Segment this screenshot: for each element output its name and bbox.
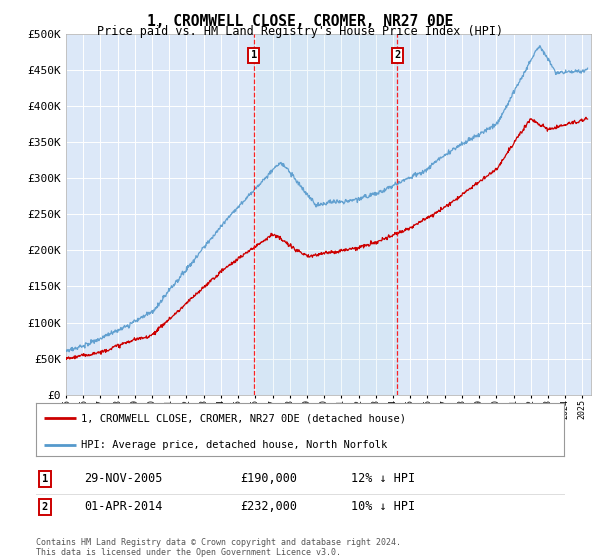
Text: 12% ↓ HPI: 12% ↓ HPI [351, 472, 415, 486]
Text: Contains HM Land Registry data © Crown copyright and database right 2024.
This d: Contains HM Land Registry data © Crown c… [36, 538, 401, 557]
Text: 1: 1 [42, 474, 48, 484]
Text: Price paid vs. HM Land Registry's House Price Index (HPI): Price paid vs. HM Land Registry's House … [97, 25, 503, 38]
Text: 2: 2 [394, 50, 400, 60]
Text: 1, CROMWELL CLOSE, CROMER, NR27 0DE (detached house): 1, CROMWELL CLOSE, CROMER, NR27 0DE (det… [81, 413, 406, 423]
Text: 01-APR-2014: 01-APR-2014 [84, 500, 163, 514]
Text: 1: 1 [251, 50, 257, 60]
Bar [254, 34, 397, 395]
Text: £190,000: £190,000 [240, 472, 297, 486]
Text: HPI: Average price, detached house, North Norfolk: HPI: Average price, detached house, Nort… [81, 440, 387, 450]
Text: £232,000: £232,000 [240, 500, 297, 514]
Text: 10% ↓ HPI: 10% ↓ HPI [351, 500, 415, 514]
Text: 2: 2 [42, 502, 48, 512]
Text: 29-NOV-2005: 29-NOV-2005 [84, 472, 163, 486]
Text: 1, CROMWELL CLOSE, CROMER, NR27 0DE: 1, CROMWELL CLOSE, CROMER, NR27 0DE [147, 14, 453, 29]
